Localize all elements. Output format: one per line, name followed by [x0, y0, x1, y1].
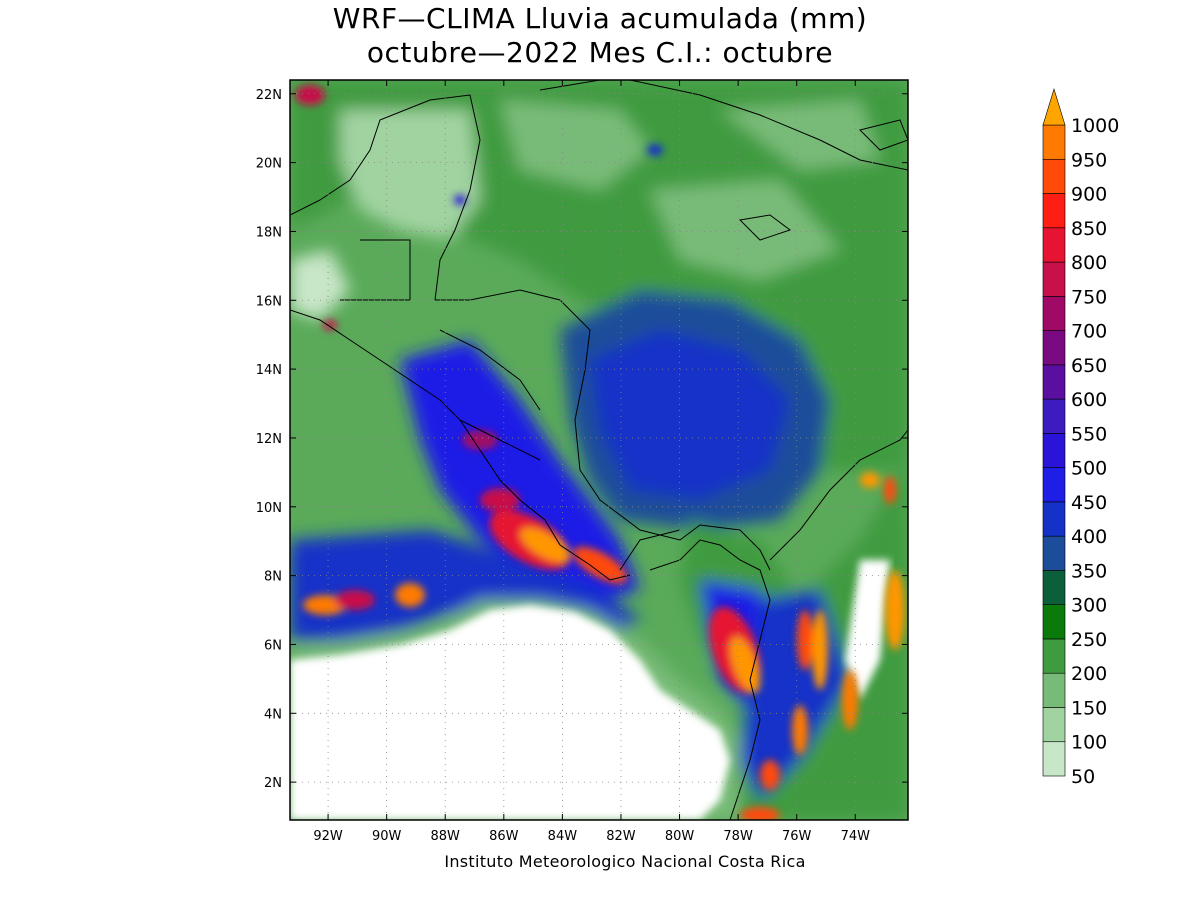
colorbar-swatch	[1042, 570, 1066, 605]
colorbar-label: 300	[1071, 595, 1107, 617]
cuba-coast	[539, 80, 908, 171]
colorbar-swatch	[1042, 433, 1066, 468]
colorbar-over-triangle	[1042, 87, 1066, 126]
lon-tick-label: 88W	[431, 829, 461, 844]
jamaica-light-field	[650, 180, 840, 280]
caribbean-core-field	[590, 330, 790, 500]
colorbar-label: 850	[1071, 218, 1107, 240]
colorbar: 50 100 150 200 250 300 350 400 450 500 550 600 650 70…	[1042, 87, 1119, 788]
lon-tick-label: 80W	[665, 829, 695, 844]
lat-lon-grid	[290, 80, 908, 820]
colorbar-label: 100	[1071, 732, 1107, 754]
isthmus-heavy-field	[400, 340, 640, 600]
chart-title-line2: octubre—2022 Mes C.I.: octubre	[366, 36, 834, 69]
colorbar-swatch	[1042, 227, 1066, 263]
colorbar-label: 200	[1071, 663, 1107, 685]
lon-tick-label: 82W	[606, 829, 636, 844]
lat-tick-label: 4N	[264, 707, 282, 722]
yucatan-light-field	[340, 110, 480, 240]
colorbar-label: 550	[1071, 423, 1107, 445]
colorbar-swatch	[1042, 604, 1066, 640]
dry-patch-east	[845, 560, 890, 700]
lat-tick-label: 10N	[256, 501, 282, 516]
lon-tick-label: 76W	[782, 829, 812, 844]
pacific-coast	[290, 309, 631, 581]
colorbar-label: 750	[1071, 286, 1107, 308]
lat-tick-label: 16N	[256, 294, 282, 309]
chart-title-line1: WRF—CLIMA Lluvia acumulada (mm)	[332, 2, 868, 35]
colorbar-swatch	[1042, 741, 1066, 777]
colorbar-swatch	[1042, 467, 1066, 503]
hispaniola-coast	[859, 119, 908, 151]
gulf-light-field	[500, 100, 650, 190]
lat-tick-label: 8N	[264, 570, 282, 585]
lon-tick-label: 84W	[548, 829, 578, 844]
cuba-light-field	[720, 100, 880, 170]
colorbar-label: 400	[1071, 526, 1107, 548]
colorbar-swatch	[1042, 707, 1066, 743]
lat-tick-label: 2N	[264, 776, 282, 791]
colorbar-tail	[1045, 790, 1052, 810]
colorbar-label: 350	[1071, 560, 1107, 582]
colorbar-label: 50	[1071, 766, 1095, 788]
lon-tick-label: 92W	[313, 829, 343, 844]
colorbar-label: 700	[1071, 321, 1107, 343]
colorbar-label: 800	[1071, 252, 1107, 274]
lon-tick-label: 90W	[372, 829, 402, 844]
colorbar-label: 450	[1071, 492, 1107, 514]
lon-tick-label: 78W	[723, 829, 753, 844]
colorbar-label: 900	[1071, 184, 1107, 206]
colorbar-swatch	[1042, 535, 1066, 571]
colorbar-label: 600	[1071, 389, 1107, 411]
colorbar-swatch	[1042, 501, 1066, 537]
colorbar-swatch	[1042, 330, 1066, 366]
caribbean-colombia-coast	[769, 429, 908, 561]
colorbar-label: 250	[1071, 629, 1107, 651]
colorbar-swatch	[1042, 398, 1066, 434]
colorbar-label: 150	[1071, 697, 1107, 719]
interior-borders	[439, 329, 541, 461]
colorbar-swatch	[1042, 124, 1066, 160]
colombia-coast	[649, 539, 771, 820]
lat-tick-label: 14N	[256, 363, 282, 378]
rainfall-field	[290, 80, 1052, 820]
colorbar-swatch	[1042, 261, 1066, 297]
colorbar-label: 650	[1071, 355, 1107, 377]
colorbar-label: 1000	[1071, 115, 1119, 137]
mexico-light-field	[290, 250, 350, 320]
colorbar-swatch	[1042, 158, 1066, 194]
map-frame	[289, 79, 909, 821]
colorbar-swatch	[1042, 638, 1066, 674]
lat-tick-label: 22N	[256, 88, 282, 103]
colorbar-swatch	[1042, 296, 1066, 331]
credit-text: Instituto Meteorologico Nacional Costa R…	[444, 852, 806, 871]
caribbean-coast	[290, 94, 771, 571]
lat-tick-label: 20N	[256, 157, 282, 172]
colorbar-swatch	[1042, 364, 1066, 400]
axis-ticks: 92W 90W 88W 86W 84W 82W 80W 78W 76W 74W 22N 20N 18N 1…	[256, 80, 908, 844]
lat-tick-label: 18N	[256, 225, 282, 240]
dry-pacific-field	[290, 605, 730, 820]
lat-tick-label: 6N	[264, 638, 282, 653]
colorbar-swatch	[1042, 193, 1066, 229]
colorbar-label: 500	[1071, 458, 1107, 480]
colorbar-swatch	[1042, 672, 1066, 708]
jamaica-coast	[738, 214, 792, 241]
colorbar-label: 950	[1071, 149, 1107, 171]
lon-tick-label: 74W	[841, 829, 871, 844]
extreme-rain-cores	[295, 85, 905, 820]
lon-tick-label: 86W	[489, 829, 519, 844]
lat-tick-label: 12N	[256, 432, 282, 447]
panama-coast	[619, 529, 681, 571]
